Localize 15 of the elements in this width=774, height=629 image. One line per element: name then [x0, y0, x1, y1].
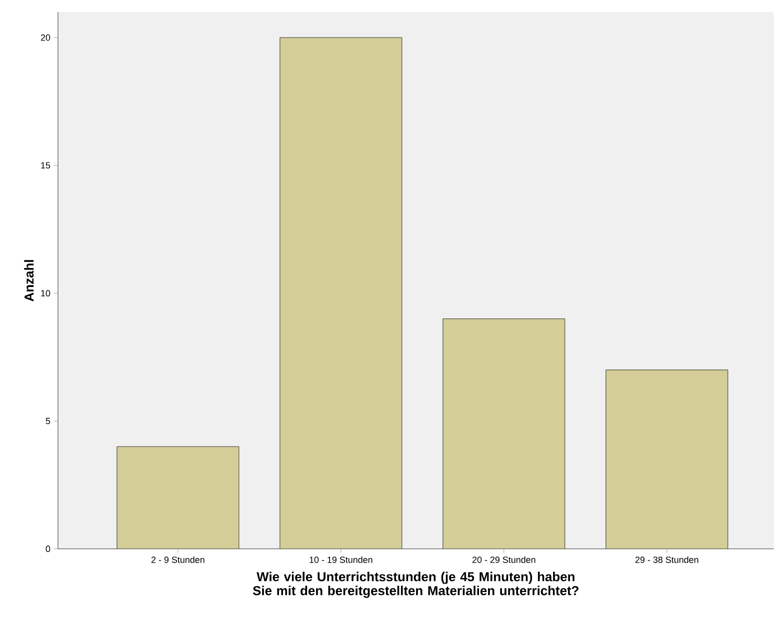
y-axis-title: Anzahl	[24, 260, 34, 302]
x-tick-label: 2 - 9 Stunden	[151, 556, 204, 564]
y-tick-label: 10	[41, 290, 50, 296]
bar	[280, 38, 402, 549]
x-tick-label: 10 - 19 Stunden	[310, 556, 372, 564]
x-axis-title: Wie viele Unterrichtsstunden (je 45 Minuten) haben Sie mit den bereitgestellten Materialien unterrichtet?	[252, 572, 578, 598]
x-tick-label: 20 - 29 Stunden	[472, 556, 536, 564]
bar	[116, 446, 239, 549]
y-tick-label: 20	[40, 34, 50, 41]
bar	[442, 318, 565, 549]
y-tick-label: 0	[46, 546, 50, 552]
y-tick-label: 5	[46, 418, 50, 424]
x-tick-label: 29 - 38 Stunden	[635, 556, 698, 564]
bar	[606, 370, 728, 549]
y-tick-label: 15	[41, 162, 50, 169]
